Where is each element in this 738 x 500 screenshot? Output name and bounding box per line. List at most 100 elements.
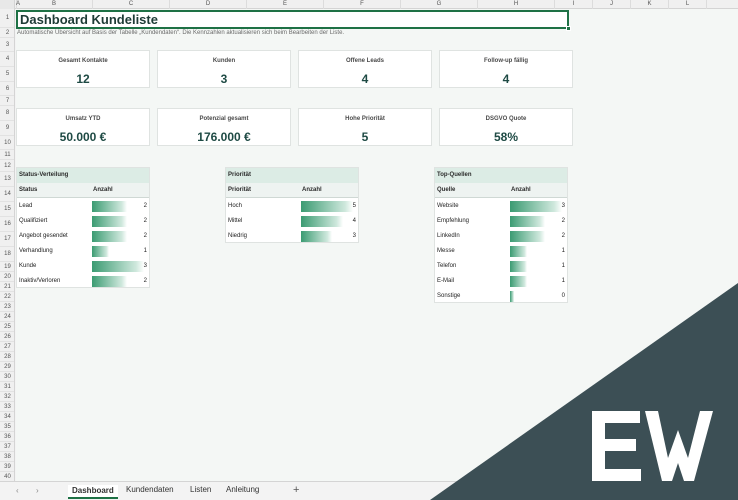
column-header-j[interactable]: J [593, 0, 631, 9]
kpi-card: Kunden 3 [157, 50, 291, 88]
top-sources-table: Top-Quellen Quelle Anzahl Website 3 Empfehlun… [434, 167, 568, 303]
kpi-value: 12 [76, 72, 90, 86]
row-header[interactable]: 7 [0, 96, 14, 106]
row-header[interactable]: 32 [0, 392, 14, 402]
row-header[interactable]: 19 [0, 262, 14, 272]
row-header[interactable]: 16 [0, 217, 14, 232]
page-title[interactable]: Dashboard Kundeliste [16, 10, 569, 29]
sheet-grid[interactable]: Dashboard Kundeliste Automatische Übersi… [16, 9, 738, 481]
table-row: Mittel 4 [226, 214, 358, 229]
data-bar [301, 231, 333, 242]
row-header[interactable]: 13 [0, 172, 14, 187]
table-row: Niedrig 3 [226, 229, 358, 244]
table-row: E-Mail 1 [435, 274, 567, 289]
row-label: Niedrig [228, 233, 248, 239]
row-header[interactable]: 34 [0, 412, 14, 422]
row-header[interactable]: 26 [0, 332, 14, 342]
row-header[interactable]: 37 [0, 442, 14, 452]
kpi-label: Kunden [212, 58, 236, 64]
column-header-f[interactable]: F [324, 0, 401, 9]
table-header: Priorität Anzahl [226, 183, 358, 198]
row-header[interactable]: 27 [0, 342, 14, 352]
row-header[interactable]: 39 [0, 462, 14, 472]
row-header[interactable]: 6 [0, 82, 14, 96]
row-header[interactable]: 38 [0, 452, 14, 462]
row-header[interactable]: 21 [0, 282, 14, 292]
row-label: Mittel [228, 218, 243, 224]
table-row: LinkedIn 2 [435, 229, 567, 244]
table-row: Sonstige 0 [435, 289, 567, 304]
column-header-g[interactable]: G [401, 0, 478, 9]
tab-kundendaten[interactable]: Kundendaten [126, 485, 174, 494]
row-header[interactable]: 31 [0, 382, 14, 392]
row-header[interactable]: 10 [0, 136, 14, 150]
row-header[interactable]: 12 [0, 160, 14, 172]
column-header-d[interactable]: D [170, 0, 247, 9]
kpi-label: Umsatz YTD [65, 116, 101, 122]
row-header[interactable]: 29 [0, 362, 14, 372]
table-row: Telefon 1 [435, 259, 567, 274]
tab-listen[interactable]: Listen [190, 485, 212, 494]
kpi-value: 58% [493, 130, 519, 144]
row-header[interactable]: 17 [0, 232, 14, 247]
row-header[interactable]: 18 [0, 247, 14, 262]
select-all-corner[interactable] [0, 0, 15, 9]
data-bar [510, 291, 514, 302]
row-header[interactable]: 23 [0, 302, 14, 312]
row-header[interactable]: 20 [0, 272, 14, 282]
sheet-tab-bar: ‹ › Dashboard Kundendaten Listen Anleitung + [0, 481, 738, 500]
data-bar [301, 216, 343, 227]
kpi-value: 50.000 € [59, 130, 107, 144]
tab-dashboard[interactable]: Dashboard [68, 485, 118, 499]
row-header[interactable]: 15 [0, 202, 14, 217]
prev-sheet-icon[interactable]: ‹ [16, 486, 19, 495]
row-header[interactable]: 24 [0, 312, 14, 322]
column-header-l[interactable]: L [669, 0, 707, 9]
row-value: 3 [143, 263, 147, 269]
kpi-label: Hohe Priorität [345, 116, 385, 122]
kpi-card: Hohe Priorität 5 [298, 108, 432, 146]
row-header[interactable]: 9 [0, 121, 14, 136]
add-sheet-button[interactable]: + [293, 484, 300, 496]
column-header-k[interactable]: K [631, 0, 669, 9]
column-header-e[interactable]: E [247, 0, 324, 9]
column-header-c[interactable]: C [93, 0, 170, 9]
row-header[interactable]: 8 [0, 106, 14, 121]
table-row: Inaktiv/Verloren 2 [17, 274, 149, 289]
data-bar [510, 231, 545, 242]
row-header[interactable]: 5 [0, 67, 14, 82]
column-header-h[interactable]: H [478, 0, 555, 9]
row-header[interactable]: 25 [0, 322, 14, 332]
row-header[interactable]: 14 [0, 187, 14, 202]
table-title: Top-Quellen [435, 168, 567, 183]
row-header[interactable]: 11 [0, 150, 14, 160]
column-header-i[interactable]: I [555, 0, 593, 9]
table-row: Lead 2 [17, 199, 149, 214]
row-header[interactable]: 40 [0, 472, 14, 481]
row-header[interactable]: 4 [0, 52, 14, 67]
column-header-b[interactable]: B [16, 0, 93, 9]
row-header[interactable]: 33 [0, 402, 14, 412]
data-bar [92, 276, 127, 287]
row-header[interactable]: 28 [0, 352, 14, 362]
row-label: Angebot gesendet [19, 233, 68, 239]
row-label: LinkedIn [437, 233, 460, 239]
fill-handle[interactable] [566, 26, 571, 31]
kpi-value: 4 [502, 72, 510, 86]
table-title: Priorität [226, 168, 358, 183]
row-header[interactable]: 1 [0, 9, 14, 28]
row-header[interactable]: 2 [0, 28, 14, 38]
table-row: Website 3 [435, 199, 567, 214]
row-label: Kunde [19, 263, 37, 269]
data-bar [510, 246, 528, 257]
row-header[interactable]: 22 [0, 292, 14, 302]
row-header[interactable]: 36 [0, 432, 14, 442]
tab-anleitung[interactable]: Anleitung [226, 485, 260, 494]
next-sheet-icon[interactable]: › [36, 486, 39, 495]
row-header[interactable]: 3 [0, 38, 14, 52]
row-header[interactable]: 35 [0, 422, 14, 432]
subtitle: Automatische Übersicht auf Basis der Tab… [17, 30, 345, 36]
row-header[interactable]: 30 [0, 372, 14, 382]
column-label: Priorität [228, 187, 252, 193]
